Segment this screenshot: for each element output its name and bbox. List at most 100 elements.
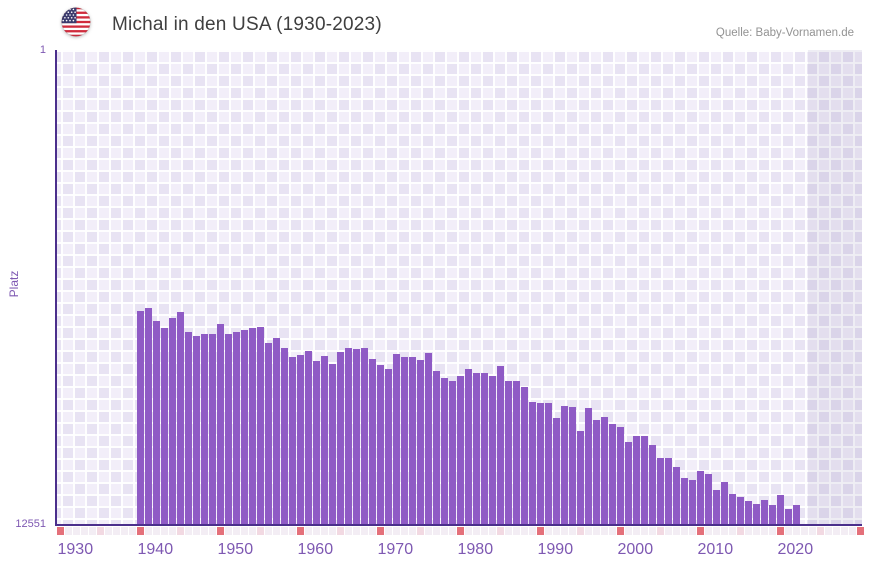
bar-2000[interactable] — [616, 426, 624, 524]
bar-1945[interactable] — [176, 311, 184, 524]
bar-1969[interactable] — [368, 359, 376, 524]
bar-1964[interactable] — [328, 364, 336, 524]
bar-2017[interactable] — [752, 503, 760, 524]
bar-1958[interactable] — [280, 348, 288, 524]
bar-1966[interactable] — [344, 347, 352, 524]
bar-1993[interactable] — [560, 405, 568, 524]
bar-1979[interactable] — [448, 380, 456, 524]
bar-1992[interactable] — [552, 417, 560, 524]
bar-1972[interactable] — [392, 354, 400, 524]
bar-1954[interactable] — [248, 328, 256, 524]
year-tick-1938 — [120, 527, 128, 535]
bar-2016[interactable] — [744, 500, 752, 524]
bar-1977[interactable] — [432, 370, 440, 524]
year-tick-2030 — [856, 527, 864, 535]
bar-1957[interactable] — [272, 337, 280, 524]
year-tick-1992 — [552, 527, 560, 535]
bar-1967[interactable] — [352, 349, 360, 524]
bar-2003[interactable] — [640, 435, 648, 524]
bar-1990[interactable] — [536, 402, 544, 524]
bar-1999[interactable] — [608, 423, 616, 524]
bar-1995[interactable] — [576, 431, 584, 524]
year-tick-1977 — [432, 527, 440, 535]
bar-1953[interactable] — [240, 330, 248, 524]
bar-1944[interactable] — [168, 318, 176, 524]
year-tick-1966 — [344, 527, 352, 535]
bar-2022[interactable] — [792, 505, 800, 524]
bar-1943[interactable] — [160, 328, 168, 524]
bar-1959[interactable] — [288, 356, 296, 524]
bar-2011[interactable] — [704, 474, 712, 524]
bar-2008[interactable] — [680, 477, 688, 524]
bar-1956[interactable] — [264, 343, 272, 524]
bar-2018[interactable] — [760, 500, 768, 524]
bar-2006[interactable] — [664, 457, 672, 524]
year-tick-2003 — [640, 527, 648, 535]
year-tick-2006 — [664, 527, 672, 535]
bar-1982[interactable] — [472, 373, 480, 524]
bar-1978[interactable] — [440, 377, 448, 524]
year-tick-1946 — [184, 527, 192, 535]
year-tick-1932 — [72, 527, 80, 535]
bar-2015[interactable] — [736, 497, 744, 524]
bar-2005[interactable] — [656, 457, 664, 524]
bar-2007[interactable] — [672, 466, 680, 524]
bar-1981[interactable] — [464, 369, 472, 524]
bar-1965[interactable] — [336, 351, 344, 524]
bar-1985[interactable] — [496, 365, 504, 524]
year-tick-1967 — [352, 527, 360, 535]
year-tick-1996 — [584, 527, 592, 535]
bar-2001[interactable] — [624, 442, 632, 524]
bar-2010[interactable] — [696, 471, 704, 524]
bar-1941[interactable] — [144, 308, 152, 524]
bar-1984[interactable] — [488, 375, 496, 524]
bar-1974[interactable] — [408, 356, 416, 524]
bar-1951[interactable] — [224, 334, 232, 524]
bar-2014[interactable] — [728, 494, 736, 524]
bar-2019[interactable] — [768, 505, 776, 524]
bar-1975[interactable] — [416, 360, 424, 524]
bar-1968[interactable] — [360, 347, 368, 524]
x-axis-label-2020: 2020 — [777, 541, 814, 558]
year-tick-2008 — [680, 527, 688, 535]
bar-1983[interactable] — [480, 372, 488, 524]
bar-1962[interactable] — [312, 361, 320, 524]
bar-1989[interactable] — [528, 401, 536, 524]
bar-1961[interactable] — [304, 350, 312, 524]
year-tick-1947 — [192, 527, 200, 535]
bar-2012[interactable] — [712, 489, 720, 524]
bar-1971[interactable] — [384, 369, 392, 524]
bar-2004[interactable] — [648, 445, 656, 524]
bar-1998[interactable] — [600, 416, 608, 524]
bar-1988[interactable] — [520, 387, 528, 524]
bar-1991[interactable] — [544, 403, 552, 524]
bar-1980[interactable] — [456, 375, 464, 524]
bar-2020[interactable] — [776, 494, 784, 524]
bar-2013[interactable] — [720, 482, 728, 524]
bar-1973[interactable] — [400, 356, 408, 524]
bar-1942[interactable] — [152, 321, 160, 524]
bar-2009[interactable] — [688, 480, 696, 524]
bar-1946[interactable] — [184, 331, 192, 524]
bar-1940[interactable] — [136, 310, 144, 524]
bar-1952[interactable] — [232, 332, 240, 524]
bar-1950[interactable] — [216, 324, 224, 524]
bar-1987[interactable] — [512, 381, 520, 524]
bar-1976[interactable] — [424, 353, 432, 524]
bar-1986[interactable] — [504, 381, 512, 524]
bar-2021[interactable] — [784, 508, 792, 524]
year-tick-2002 — [632, 527, 640, 535]
bar-1970[interactable] — [376, 364, 384, 524]
bar-1947[interactable] — [192, 335, 200, 524]
bar-1948[interactable] — [200, 334, 208, 524]
bar-1960[interactable] — [296, 355, 304, 524]
bar-2002[interactable] — [632, 435, 640, 524]
bar-1994[interactable] — [568, 406, 576, 524]
bar-1963[interactable] — [320, 355, 328, 524]
bar-1949[interactable] — [208, 334, 216, 524]
bar-1955[interactable] — [256, 327, 264, 524]
year-tick-2004 — [648, 527, 656, 535]
bar-1997[interactable] — [592, 420, 600, 524]
x-axis-label-1980: 1980 — [457, 541, 494, 558]
bar-1996[interactable] — [584, 408, 592, 524]
